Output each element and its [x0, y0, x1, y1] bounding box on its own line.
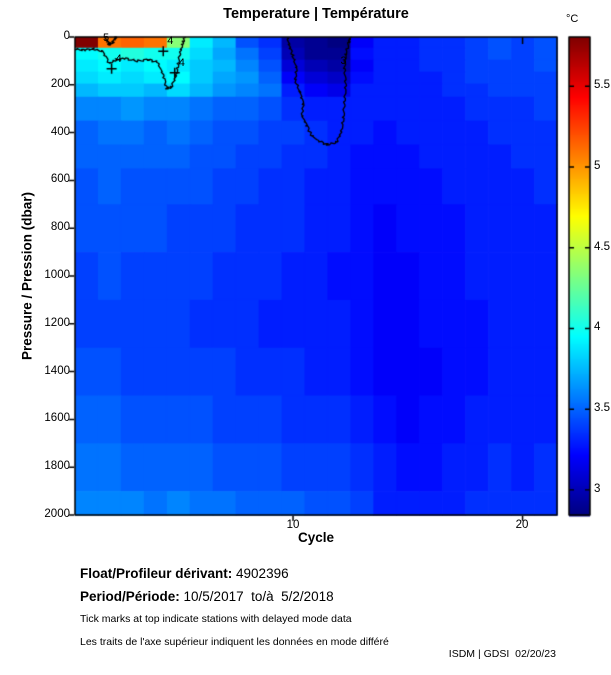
y-tick-1600: 1600 — [44, 412, 70, 424]
period-line: Period/Période: 10/5/2017 to/à 5/2/2018 — [80, 589, 334, 604]
period-value: 10/5/2017 to/à 5/2/2018 — [179, 589, 334, 604]
y-tick-1800: 1800 — [44, 460, 70, 472]
x-tick-20: 20 — [515, 519, 529, 531]
chart-title: Temperature | Température — [223, 6, 409, 22]
colorbar-unit-label: °C — [566, 13, 579, 25]
x-tick-10: 10 — [286, 519, 300, 531]
contour-label-4-b: 4 — [167, 35, 174, 48]
note-english: Tick marks at top indicate stations with… — [80, 613, 352, 625]
y-tick-0: 0 — [63, 30, 70, 42]
y-tick-2000: 2000 — [44, 508, 70, 520]
contour-label-4-c: 4 — [178, 56, 185, 69]
colorbar-tick-5: 5 — [594, 160, 601, 172]
y-tick-1200: 1200 — [44, 317, 70, 329]
colorbar-tick-3-5: 3.5 — [594, 402, 610, 414]
colorbar-tick-3: 3 — [594, 483, 601, 495]
float-id-value: 4902396 — [232, 566, 289, 581]
colorbar-tick-4-5: 4.5 — [594, 241, 610, 253]
float-id-line: Float/Profileur dérivant: 4902396 — [80, 566, 289, 581]
contour-label-3: 3 — [340, 55, 347, 68]
contour-label-5: 5 — [102, 32, 110, 45]
colorbar-tick-5-5: 5.5 — [594, 79, 610, 91]
credit-stamp: ISDM | GDSI 02/20/23 — [448, 648, 556, 660]
colorbar-tick-4: 4 — [594, 321, 601, 333]
float-id-label: Float/Profileur dérivant: — [80, 566, 233, 581]
y-tick-800: 800 — [50, 221, 70, 233]
x-axis-label: Cycle — [297, 530, 335, 545]
y-tick-1400: 1400 — [44, 365, 70, 377]
note-french: Les traits de l'axe supérieur indiquent … — [80, 636, 389, 648]
y-tick-400: 400 — [50, 126, 70, 138]
contour-label-4-a: 4 — [115, 52, 122, 65]
y-tick-600: 600 — [50, 173, 70, 185]
y-tick-1000: 1000 — [44, 269, 70, 281]
y-tick-200: 200 — [50, 78, 70, 90]
period-label: Period/Période: — [80, 589, 180, 604]
